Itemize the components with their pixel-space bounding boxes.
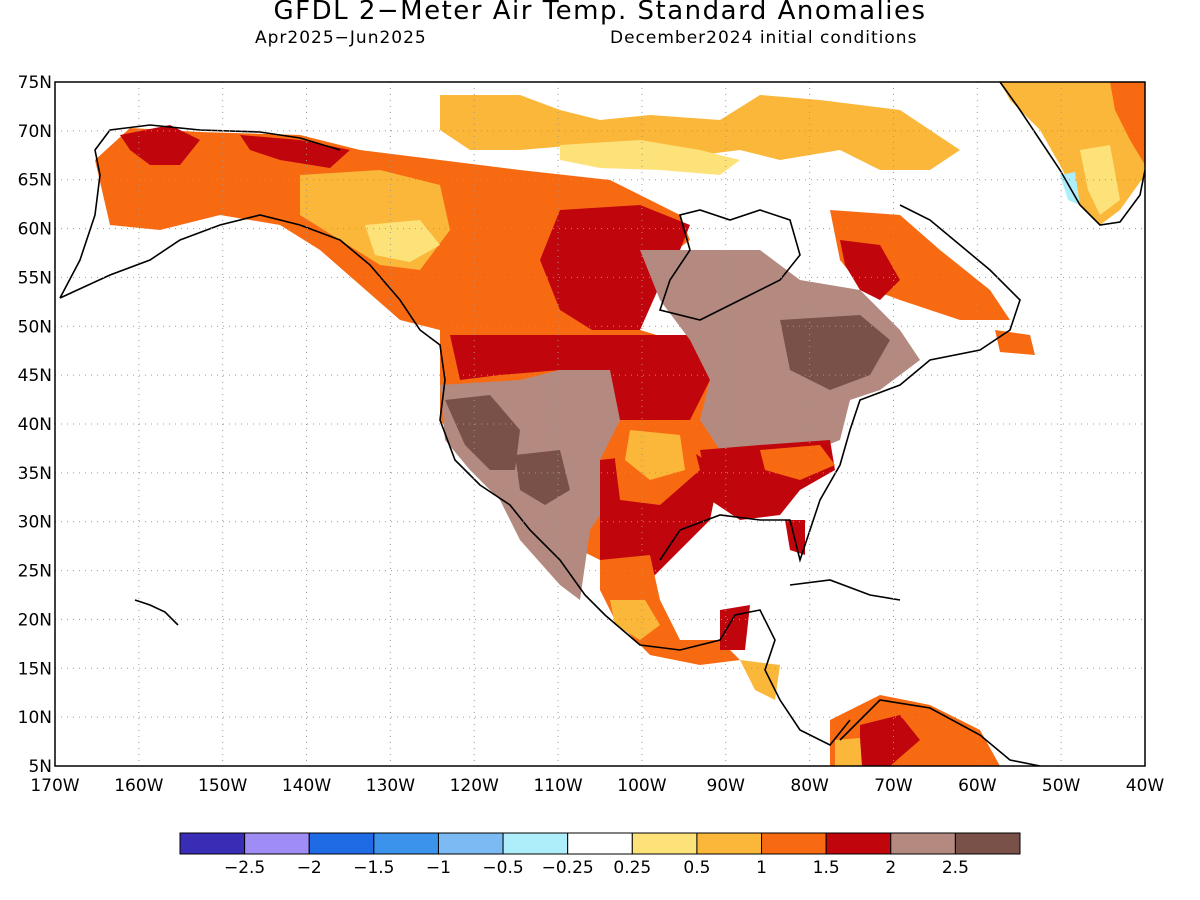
- shade-brown2-ontario: [780, 315, 890, 390]
- shade-1.5-mexico: [600, 555, 740, 665]
- colorbar-swatch: [179, 832, 246, 855]
- valid-period: Apr2025−Jun2025: [255, 28, 427, 48]
- latitude-label: 50N: [18, 317, 52, 337]
- shade-2-labrador: [840, 240, 900, 300]
- longitude-label: 160W: [114, 776, 163, 796]
- latitude-label: 45N: [18, 366, 52, 386]
- coastline-greenland: [999, 82, 1145, 226]
- colorbar-label: −0.5: [482, 858, 523, 878]
- shade-0.5-arctic: [560, 140, 740, 175]
- colorbar-label: −2: [297, 858, 322, 878]
- latitude-label: 35N: [18, 464, 52, 484]
- colorbar: [179, 832, 1021, 855]
- latitude-label: 60N: [18, 220, 52, 240]
- colorbar-label: −0.25: [542, 858, 594, 878]
- shade-2-alaska: [120, 125, 200, 165]
- colorbar-label: −2.5: [224, 858, 265, 878]
- shade-2-south-america: [860, 715, 920, 766]
- shade-brown2-southwest: [515, 450, 570, 505]
- colorbar-swatch: [244, 832, 310, 855]
- colorbar-label: 1.5: [813, 858, 840, 878]
- colorbar-swatch: [696, 832, 763, 855]
- coastline-hudson-bay: [658, 209, 801, 321]
- shade-1-central-america: [740, 660, 780, 700]
- longitude-label: 150W: [198, 776, 247, 796]
- colorbar-labels: −2.5 −2 −1.5 −1 −0.5 −0.25 0.25 0.5 1 1.5 2 2.5: [224, 858, 969, 878]
- latitude-label: 55N: [18, 268, 52, 288]
- longitude-label: 100W: [617, 776, 666, 796]
- longitude-label: 140W: [282, 776, 331, 796]
- longitude-label: 50W: [1042, 776, 1081, 796]
- colorbar-label: 2.5: [942, 858, 969, 878]
- shade-1.5-greenland: [1110, 82, 1145, 165]
- colorbar-swatch: [825, 832, 892, 855]
- latitude-label: 15N: [18, 659, 52, 679]
- coastlines: [59, 82, 1145, 766]
- latitude-label: 5N: [28, 757, 52, 777]
- colorbar-swatch: [373, 832, 439, 855]
- colorbar-label: −1: [426, 858, 451, 878]
- coastline-alaska-north: [59, 124, 341, 299]
- colorbar-label: 1: [756, 858, 767, 878]
- longitude-label: 120W: [450, 776, 499, 796]
- graticule: [55, 82, 1145, 766]
- coastline-south-america: [839, 699, 1041, 766]
- shade-1.5-newfoundland: [995, 330, 1035, 355]
- map-frame: [54, 81, 1146, 767]
- anomaly-fields: [95, 82, 1145, 766]
- longitude-labels: 170W 160W 150W 140W 130W 120W 110W 100W 90W 80W 70…: [30, 776, 1164, 796]
- latitude-label: 10N: [18, 708, 52, 728]
- shade-1-arctic: [440, 95, 960, 170]
- colorbar-label: 0.25: [613, 858, 651, 878]
- shade-1-oklahoma: [625, 430, 685, 480]
- longitude-label: 60W: [958, 776, 997, 796]
- shade-brown1-east: [640, 250, 920, 460]
- shade-2-hudson: [540, 205, 690, 335]
- shade-1.5-labrador: [830, 210, 1010, 320]
- longitude-label: 110W: [533, 776, 582, 796]
- latitude-label: 20N: [18, 610, 52, 630]
- shade-1-mexico: [610, 600, 660, 640]
- shade-1-south-america: [835, 738, 862, 766]
- colorbar-swatch: [502, 832, 569, 855]
- shade-2-alaska-east: [240, 135, 350, 168]
- latitude-labels: 75N 70N 65N 60N 55N 50N 45N 40N 35N 30N 25N 20N 15N 1…: [18, 73, 52, 777]
- longitude-label: 170W: [30, 776, 79, 796]
- latitude-label: 25N: [18, 562, 52, 582]
- longitude-label: 70W: [874, 776, 913, 796]
- colorbar-swatch: [631, 832, 698, 855]
- colorbar-swatch: [437, 832, 504, 855]
- colorbar-label: −1.5: [353, 858, 394, 878]
- initial-conditions: December2024 initial conditions: [610, 28, 918, 48]
- coastline-gulf: [659, 204, 1021, 563]
- colorbar-label: 2: [885, 858, 896, 878]
- shade-1.5-carolinas: [760, 445, 835, 480]
- latitude-label: 40N: [18, 415, 52, 435]
- map-title: GFDL 2−Meter Air Temp. Standard Anomalie…: [273, 0, 927, 26]
- latitude-label: 70N: [18, 122, 52, 142]
- latitude-label: 75N: [18, 73, 52, 93]
- colorbar-swatch: [567, 832, 633, 855]
- shade-2-yucatan: [720, 605, 750, 650]
- colorbar-swatch: [890, 832, 956, 855]
- shade-brown2-great-basin: [445, 395, 520, 470]
- colorbar-swatch: [954, 832, 1021, 855]
- colorbar-swatch: [308, 832, 375, 855]
- coastline-hawaii: [134, 599, 179, 626]
- longitude-label: 40W: [1126, 776, 1165, 796]
- shade-0.5-yukon: [365, 220, 440, 262]
- latitude-label: 30N: [18, 513, 52, 533]
- colorbar-swatch: [761, 832, 827, 855]
- colorbar-label: 0.5: [683, 858, 710, 878]
- longitude-label: 80W: [790, 776, 829, 796]
- latitude-label: 65N: [18, 171, 52, 191]
- longitude-label: 130W: [366, 776, 415, 796]
- longitude-label: 90W: [707, 776, 746, 796]
- coastline-alaska: [59, 214, 851, 747]
- coastline-cuba: [789, 579, 901, 601]
